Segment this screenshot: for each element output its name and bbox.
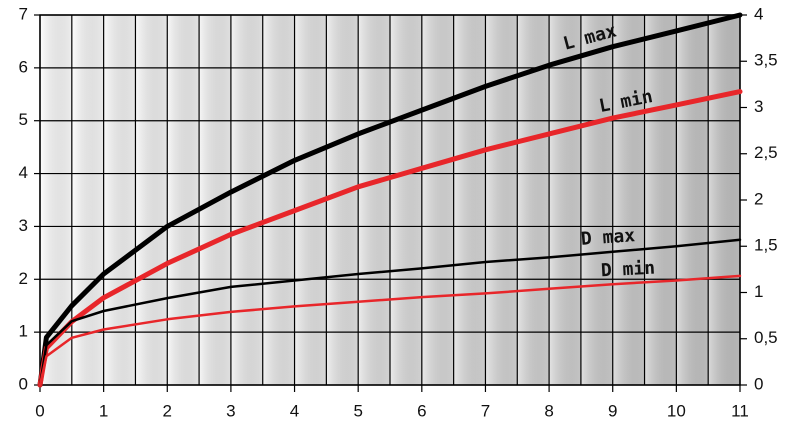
x-tick-label: 5 <box>353 401 362 420</box>
y-tick-label: 0 <box>19 374 28 393</box>
column-shade <box>580 15 613 385</box>
y2-tick-label: 2 <box>754 189 763 208</box>
y2-tick-label: 3 <box>754 97 763 116</box>
column-shade <box>262 15 295 385</box>
x-tick-label: 3 <box>226 401 235 420</box>
x-tick-label: 8 <box>544 401 553 420</box>
x-tick-label: 10 <box>667 401 686 420</box>
y-tick-label: 3 <box>19 216 28 235</box>
plot-frame <box>39 14 741 386</box>
y2-tick-label: 3,5 <box>754 51 778 70</box>
y2-tick-label: 2,5 <box>754 143 778 162</box>
column-shade <box>230 15 263 385</box>
y-tick-label: 1 <box>19 322 28 341</box>
column-shade <box>421 15 454 385</box>
y2-tick-label: 1 <box>754 282 763 301</box>
series-line <box>38 274 742 387</box>
x-tick-label: 0 <box>35 401 44 420</box>
series-label: D min <box>600 258 655 282</box>
y2-tick-label: 4 <box>754 4 763 23</box>
y-tick-label: 7 <box>19 4 28 23</box>
column-shade <box>103 15 136 385</box>
series-line <box>37 12 743 388</box>
column-shade <box>708 15 740 385</box>
column-shade <box>676 15 709 385</box>
x-tick-label: 2 <box>163 401 172 420</box>
series-line <box>38 238 742 387</box>
y2-tick-label: 0 <box>754 374 763 393</box>
column-shade <box>453 15 486 385</box>
column-shade <box>71 15 104 385</box>
y-tick-label: 5 <box>19 110 28 129</box>
y-tick-label: 2 <box>19 269 28 288</box>
x-tick-label: 6 <box>417 401 426 420</box>
y-tick-label: 6 <box>19 57 28 76</box>
column-shade <box>612 15 645 385</box>
column-shade <box>167 15 200 385</box>
y2-tick-label: 1,5 <box>754 236 778 255</box>
x-tick-label: 7 <box>481 401 490 420</box>
x-tick-label: 1 <box>99 401 108 420</box>
column-shade <box>485 15 518 385</box>
column-shade <box>390 15 422 385</box>
y-tick-label: 4 <box>19 163 28 182</box>
x-tick-label: 4 <box>290 401 299 420</box>
series-label: D max <box>580 225 636 250</box>
series-line <box>37 89 743 388</box>
column-shade <box>135 15 168 385</box>
column-shade <box>326 15 359 385</box>
column-shade <box>644 15 677 385</box>
column-shade <box>549 15 581 385</box>
y2-tick-label: 0,5 <box>754 328 778 347</box>
column-shade <box>358 15 390 385</box>
x-tick-label: 9 <box>608 401 617 420</box>
x-tick-label: 11 <box>731 401 749 420</box>
